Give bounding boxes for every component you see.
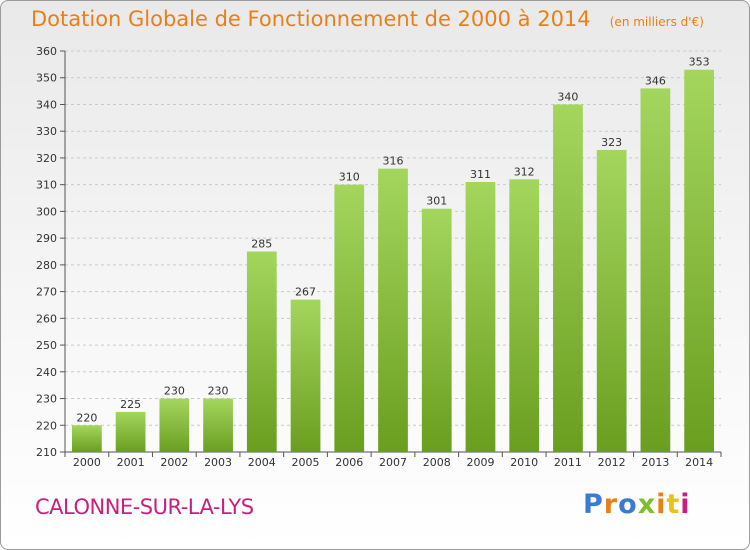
logo-letter: r <box>603 489 619 520</box>
value-label: 220 <box>76 411 97 424</box>
y-tick-label: 260 <box>36 312 57 325</box>
y-tick-label: 350 <box>36 72 57 85</box>
logo-letter: o <box>618 489 638 520</box>
y-tick-label: 300 <box>36 205 57 218</box>
y-tick-label: 210 <box>36 446 57 459</box>
x-tick-label: 2002 <box>160 456 188 469</box>
bar <box>71 425 102 452</box>
logo-letter: x <box>637 489 657 520</box>
bar <box>421 208 452 452</box>
bar <box>159 398 190 452</box>
logo-letter: P <box>583 489 604 520</box>
value-label: 311 <box>470 168 491 181</box>
x-tick-label: 2007 <box>379 456 407 469</box>
logo-letter: i <box>656 489 667 520</box>
bar <box>378 168 408 453</box>
y-tick-label: 220 <box>36 419 57 432</box>
x-tick-label: 2000 <box>73 456 101 469</box>
x-tick-label: 2012 <box>598 456 626 469</box>
x-tick-label: 2011 <box>554 456 582 469</box>
value-label: 323 <box>601 136 622 149</box>
x-tick-label: 2006 <box>335 456 363 469</box>
x-tick-label: 2014 <box>685 456 713 469</box>
value-labels: 220 225 230 230 285 267 310 316 301 311 312 340 323 3… <box>76 56 709 425</box>
value-label: 346 <box>645 74 666 87</box>
value-label: 340 <box>557 90 578 103</box>
x-tick-label: 2001 <box>117 456 145 469</box>
x-tick-label: 2004 <box>248 456 276 469</box>
axes: 210 220 230 240 250 260 270 280 290 300 310 320 330 3… <box>36 45 722 469</box>
y-tick-label: 250 <box>36 339 57 352</box>
y-tick-label: 240 <box>36 366 57 379</box>
bar <box>509 179 540 452</box>
bar <box>596 149 627 452</box>
bar <box>203 398 233 452</box>
bars <box>71 69 715 453</box>
x-tick-label: 2013 <box>641 456 669 469</box>
value-label: 285 <box>251 238 272 251</box>
y-tick-label: 280 <box>36 259 57 272</box>
y-tick-label: 340 <box>36 98 57 111</box>
logo-letter: t <box>666 489 681 520</box>
value-label: 230 <box>208 385 229 398</box>
bar <box>684 69 715 453</box>
proxiti-logo[interactable]: Proxiti <box>583 489 691 520</box>
logo-letter: i <box>680 489 691 520</box>
value-label: 316 <box>383 155 404 168</box>
x-tick-label: 2008 <box>423 456 451 469</box>
bar <box>290 299 321 452</box>
value-label: 225 <box>120 398 141 411</box>
bar <box>115 411 146 452</box>
chart-title: Dotation Globale de Fonctionnement de 20… <box>31 7 591 31</box>
value-label: 267 <box>295 286 316 299</box>
x-tick-label: 2005 <box>292 456 320 469</box>
x-tick-label: 2009 <box>466 456 494 469</box>
y-tick-label: 290 <box>36 232 57 245</box>
value-label: 310 <box>339 171 360 184</box>
bar <box>465 181 496 452</box>
chart-unit-note: (en milliers d'€) <box>609 15 704 29</box>
value-label: 312 <box>514 165 535 178</box>
y-tick-label: 230 <box>36 393 57 406</box>
bar <box>640 88 671 452</box>
y-tick-label: 270 <box>36 286 57 299</box>
value-label: 353 <box>689 56 710 69</box>
y-tick-label: 310 <box>36 179 57 192</box>
value-label: 301 <box>426 195 447 208</box>
title-row: Dotation Globale de Fonctionnement de 20… <box>31 7 704 31</box>
y-tick-label: 360 <box>36 45 57 58</box>
y-tick-label: 330 <box>36 125 57 138</box>
y-tick-label: 320 <box>36 152 57 165</box>
bar <box>553 104 583 452</box>
bar <box>334 184 365 452</box>
place-name: CALONNE-SUR-LA-LYS <box>35 495 254 519</box>
x-tick-label: 2003 <box>204 456 232 469</box>
bar <box>246 251 277 452</box>
x-tick-label: 2010 <box>510 456 538 469</box>
value-label: 230 <box>164 385 185 398</box>
